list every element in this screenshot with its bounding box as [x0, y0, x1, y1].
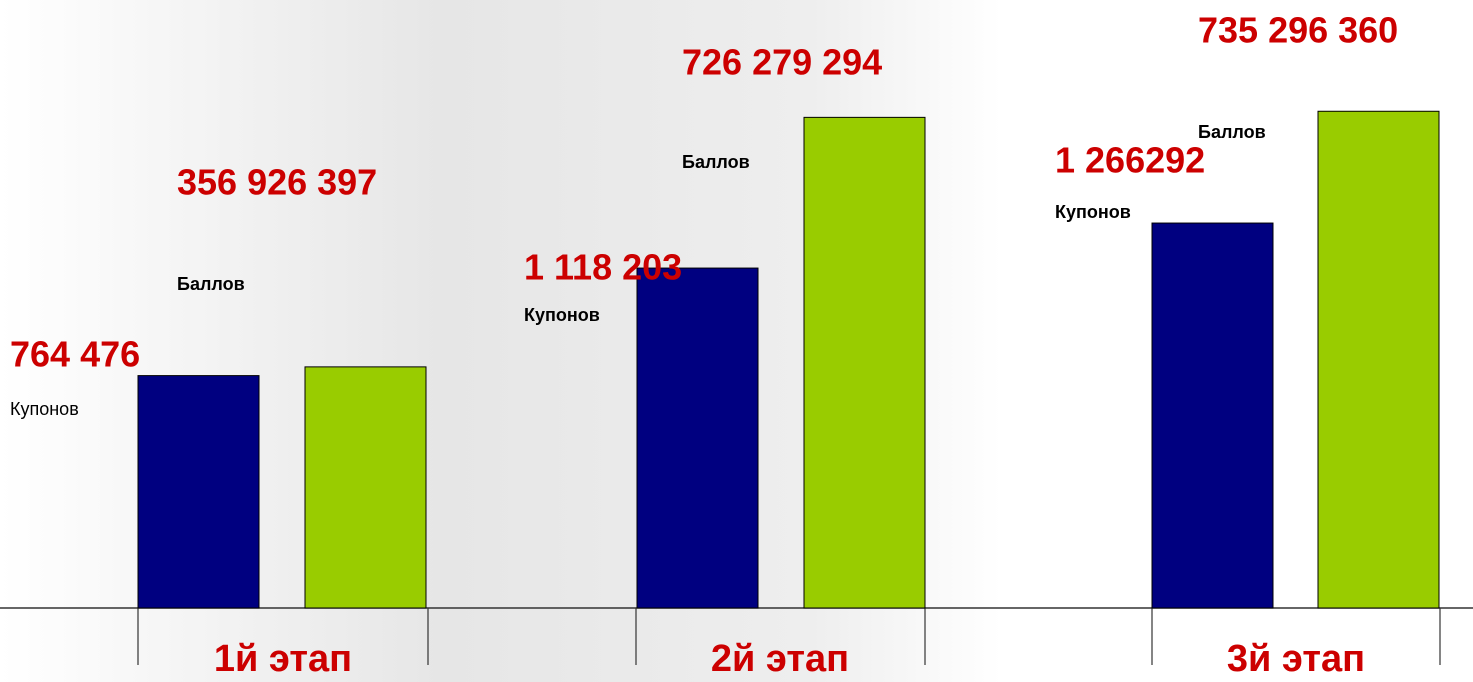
- chart: 1й этап 2й этап 3й этап 764 476 Купонов 1 118…: [0, 0, 1473, 682]
- value-label: 356 926 397: [177, 162, 377, 203]
- value-label: 726 279 294: [682, 42, 882, 83]
- x-tick-label: 2й этап: [711, 638, 849, 680]
- value-label: 764 476: [10, 334, 140, 375]
- series-label: Купонов: [1055, 202, 1131, 222]
- value-label: 1 266292: [1055, 140, 1205, 181]
- bar: [305, 367, 426, 608]
- series-label: Баллов: [1198, 122, 1266, 142]
- x-tick-label: 1й этап: [214, 638, 352, 680]
- bar: [1318, 111, 1439, 608]
- bar: [804, 117, 925, 608]
- series-label: Баллов: [177, 274, 245, 294]
- bar: [1152, 223, 1273, 608]
- bar: [138, 376, 259, 608]
- series-label: Купонов: [524, 305, 600, 325]
- x-tick-label: 3й этап: [1227, 638, 1365, 680]
- bar: [637, 268, 758, 608]
- series-label: Купонов: [10, 399, 79, 419]
- value-label: 735 296 360: [1198, 10, 1398, 51]
- series-label: Баллов: [682, 152, 750, 172]
- value-label: 1 118 203: [524, 247, 682, 288]
